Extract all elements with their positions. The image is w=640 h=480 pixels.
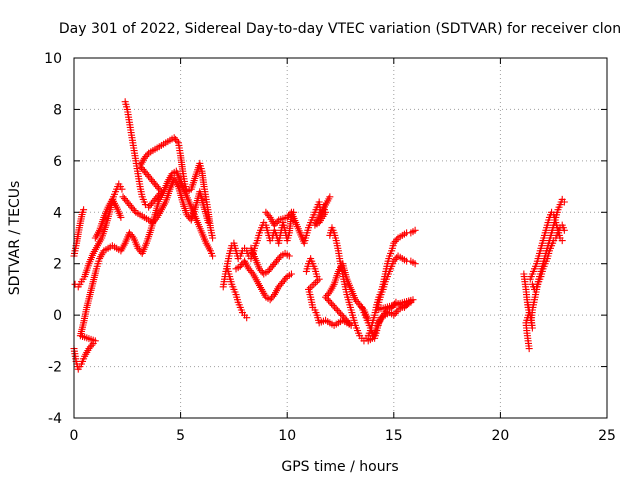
data-point xyxy=(209,252,217,260)
y-tick-label: 4 xyxy=(53,205,62,221)
x-tick-label: 25 xyxy=(598,428,616,444)
y-tick-label: 6 xyxy=(53,154,62,170)
chart-title: Day 301 of 2022, Sidereal Day-to-day VTE… xyxy=(59,21,621,37)
data-point xyxy=(325,296,333,304)
y-tick-label: 0 xyxy=(53,308,62,324)
grid-lines xyxy=(74,58,607,418)
data-point xyxy=(209,234,217,242)
tick-labels: 0 5 10 15 20 25 -4 -2 0 2 4 6 8 10 xyxy=(44,51,616,444)
x-tick-label: 15 xyxy=(385,428,403,444)
x-tick-label: 10 xyxy=(278,428,296,444)
data-point xyxy=(343,316,351,324)
data-point xyxy=(117,213,125,221)
y-tick-label: 2 xyxy=(53,257,62,273)
data-point xyxy=(285,252,293,260)
data-point xyxy=(313,277,321,285)
data-point xyxy=(248,268,256,276)
data-point xyxy=(265,212,273,220)
data-point xyxy=(338,311,346,319)
data-point xyxy=(331,303,339,311)
data-point xyxy=(306,284,314,292)
data-point xyxy=(243,314,251,322)
y-tick-label: 8 xyxy=(53,102,62,118)
y-tick-label: -4 xyxy=(48,411,62,427)
data-point xyxy=(287,270,295,278)
data-point xyxy=(324,290,332,298)
data-point xyxy=(173,137,181,145)
data-point xyxy=(329,301,337,309)
x-tick-label: 0 xyxy=(70,428,79,444)
data-point xyxy=(337,310,345,318)
y-tick-label: -2 xyxy=(48,360,62,376)
data-point xyxy=(326,298,334,306)
data-point xyxy=(334,306,342,314)
data-point xyxy=(80,206,88,214)
data-points xyxy=(70,98,568,373)
y-axis-label: SDTVAR / TECUs xyxy=(7,181,23,296)
x-tick-label: 20 xyxy=(491,428,509,444)
data-point xyxy=(326,193,334,201)
data-point xyxy=(560,226,568,234)
data-point xyxy=(308,282,316,290)
data-point xyxy=(411,226,419,234)
data-point xyxy=(128,232,136,240)
data-point xyxy=(393,236,401,244)
data-point xyxy=(282,274,290,282)
data-point xyxy=(558,237,566,245)
x-axis-label: GPS time / hours xyxy=(281,459,398,475)
data-point xyxy=(346,320,354,328)
data-point xyxy=(273,218,281,226)
data-point xyxy=(335,308,343,316)
data-point xyxy=(275,254,283,262)
data-point xyxy=(130,207,138,215)
data-point xyxy=(310,280,318,288)
data-point xyxy=(88,341,96,349)
data-point xyxy=(152,215,160,223)
data-point xyxy=(143,151,151,159)
data-point xyxy=(315,275,323,283)
axis-ticks xyxy=(73,57,608,419)
data-point xyxy=(341,315,349,323)
data-point xyxy=(118,185,126,193)
data-point xyxy=(560,198,568,206)
data-point xyxy=(407,298,415,306)
data-point xyxy=(332,305,340,313)
x-tick-label: 5 xyxy=(176,428,185,444)
data-point xyxy=(269,292,277,300)
data-point xyxy=(344,318,352,326)
data-point xyxy=(312,279,320,287)
y-tick-label: 10 xyxy=(44,51,62,67)
data-point xyxy=(340,313,348,321)
data-point xyxy=(525,345,533,353)
data-point xyxy=(393,308,401,316)
data-point xyxy=(411,260,419,268)
data-point xyxy=(328,300,336,308)
plot-frame xyxy=(73,57,608,419)
data-point xyxy=(204,219,212,227)
